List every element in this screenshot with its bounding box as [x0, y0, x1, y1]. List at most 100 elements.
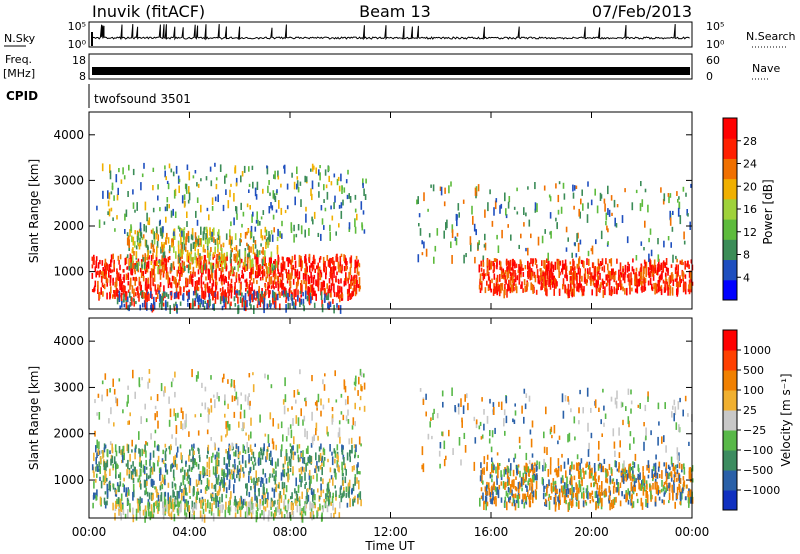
return-cell — [176, 304, 178, 308]
return-cell — [296, 389, 299, 395]
return-cell — [576, 454, 579, 460]
return-cell — [132, 468, 134, 474]
return-cell — [222, 243, 225, 247]
return-cell — [594, 468, 596, 475]
return-cell — [656, 472, 659, 479]
return-cell — [272, 297, 274, 303]
return-cell — [246, 300, 248, 308]
return-cell — [334, 370, 336, 377]
return-cell — [287, 407, 289, 412]
return-cell — [590, 272, 593, 281]
return-cell — [629, 443, 631, 450]
return-cell — [670, 264, 673, 268]
return-cell — [430, 417, 432, 421]
return-cell — [490, 260, 493, 270]
return-cell — [273, 174, 275, 179]
return-cell — [579, 462, 581, 470]
return-cell — [586, 387, 589, 397]
return-cell — [215, 258, 218, 266]
return-cell — [491, 478, 493, 483]
return-cell — [163, 390, 165, 397]
return-cell — [207, 481, 209, 488]
return-cell — [138, 502, 141, 510]
return-cell — [179, 249, 182, 257]
return-cell — [483, 409, 485, 415]
return-cell — [261, 296, 263, 302]
return-cell — [340, 270, 343, 274]
return-cell — [660, 488, 663, 493]
return-cell — [553, 497, 556, 505]
return-cell — [280, 266, 283, 275]
return-cell — [350, 292, 353, 300]
return-cell — [677, 401, 680, 410]
return-cell — [579, 211, 581, 219]
return-cell — [230, 379, 233, 387]
return-cell — [130, 266, 132, 274]
return-cell — [141, 264, 143, 269]
return-cell — [145, 459, 147, 466]
return-cell — [310, 475, 312, 484]
return-cell — [268, 206, 271, 214]
return-cell — [191, 369, 193, 378]
return-cell — [123, 303, 126, 308]
return-cell — [492, 402, 495, 408]
return-cell — [211, 265, 213, 270]
return-cell — [576, 491, 578, 500]
return-cell — [687, 413, 689, 417]
return-cell — [282, 256, 284, 264]
return-cell — [260, 449, 263, 456]
return-cell — [163, 255, 166, 262]
return-cell — [654, 501, 657, 507]
return-cell — [596, 205, 599, 214]
return-cell — [216, 466, 219, 474]
return-cell — [461, 417, 463, 423]
return-cell — [309, 284, 312, 293]
return-cell — [313, 274, 316, 279]
return-cell — [575, 501, 578, 507]
return-cell — [115, 461, 117, 470]
return-cell — [291, 445, 293, 455]
return-cell — [317, 488, 319, 493]
return-cell — [555, 469, 558, 476]
return-cell — [206, 468, 208, 476]
return-cell — [607, 185, 609, 195]
return-cell — [138, 499, 140, 504]
return-cell — [345, 486, 348, 493]
return-cell — [311, 216, 313, 222]
return-cell — [287, 461, 289, 470]
return-cell — [178, 279, 180, 286]
return-cell — [264, 373, 266, 379]
return-cell — [576, 272, 578, 277]
return-cell — [354, 267, 356, 274]
return-cell — [351, 444, 353, 454]
return-cell — [289, 443, 292, 447]
return-cell — [261, 269, 264, 279]
return-cell — [298, 444, 301, 449]
return-cell — [143, 162, 145, 169]
return-cell — [267, 286, 269, 291]
return-cell — [317, 279, 319, 288]
return-cell — [635, 271, 637, 279]
return-cell — [254, 226, 257, 232]
return-cell — [167, 279, 170, 289]
return-cell — [222, 290, 225, 295]
return-cell — [141, 291, 143, 298]
return-cell — [116, 288, 118, 297]
return-cell — [229, 303, 231, 310]
return-cell — [598, 497, 601, 504]
return-cell — [533, 467, 536, 474]
return-cell — [134, 241, 136, 248]
return-cell — [207, 499, 209, 509]
return-cell — [640, 241, 643, 246]
return-cell — [479, 287, 482, 293]
return-cell — [578, 474, 580, 479]
return-cell — [523, 388, 526, 394]
return-cell — [156, 394, 159, 402]
return-cell — [173, 292, 176, 300]
return-cell — [457, 203, 460, 211]
return-cell — [175, 287, 178, 295]
return-cell — [124, 513, 127, 519]
return-cell — [217, 491, 220, 496]
return-cell — [119, 305, 121, 309]
return-cell — [674, 406, 677, 416]
